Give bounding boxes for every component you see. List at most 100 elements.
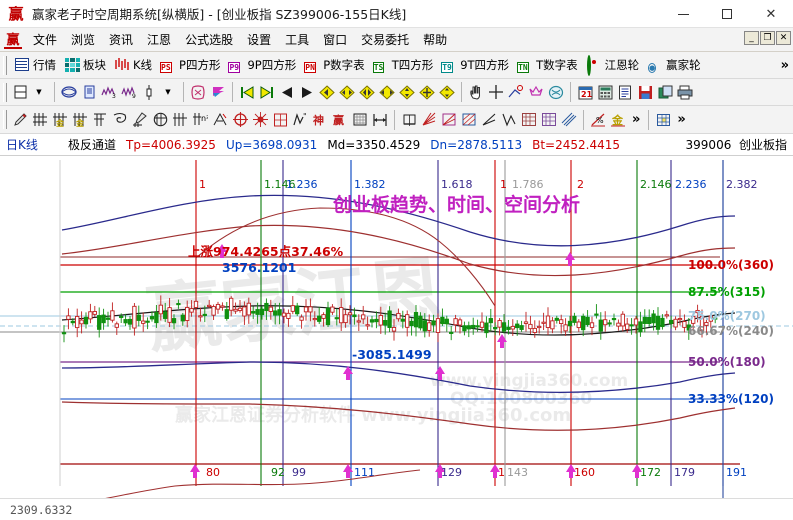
hand-icon[interactable] — [466, 81, 486, 103]
ratio-label: 2 — [577, 178, 584, 191]
next-page-icon[interactable] — [297, 81, 317, 103]
crosshair-icon[interactable] — [486, 81, 506, 103]
measure-icon[interactable] — [370, 109, 390, 131]
menu-item-trade[interactable]: 交易委托 — [361, 33, 410, 47]
menu-item-gann[interactable]: 江恩 — [147, 33, 172, 47]
spiral-icon[interactable] — [110, 109, 130, 131]
percent-icon[interactable]: % — [588, 109, 608, 131]
starburst-icon[interactable] — [250, 109, 270, 131]
mdi-minimize-icon[interactable]: _ — [744, 31, 759, 45]
resize-icon[interactable] — [437, 81, 457, 103]
chart-canvas[interactable]: 赢家江恩 赢家江恩证券分析软件 www.yingjia360.com www.y… — [0, 156, 793, 520]
zoom-horizontal-icon[interactable] — [337, 81, 357, 103]
calendar-day-icon[interactable] — [10, 81, 30, 103]
parallel-icon[interactable] — [559, 109, 579, 131]
brain-icon[interactable] — [546, 81, 566, 103]
save-icon[interactable] — [635, 81, 655, 103]
toolbar-button-9p-square[interactable]: P9 9P四方形 — [224, 54, 300, 76]
shen-icon[interactable]: 神 — [310, 109, 330, 131]
menu-item-tools[interactable]: 工具 — [285, 33, 310, 47]
toolbar-button-gann-wheel[interactable]: 江恩轮 — [582, 54, 644, 76]
gann-fan-icon[interactable] — [30, 109, 50, 131]
zoom-left-icon[interactable] — [317, 81, 337, 103]
menu-item-file[interactable]: 文件 — [33, 33, 58, 47]
chart-network-icon[interactable] — [59, 81, 79, 103]
toolbar-button-p-numbers[interactable]: PN P数字表 — [300, 54, 368, 76]
box-single-icon[interactable] — [399, 109, 419, 131]
candle-single-icon[interactable] — [139, 81, 159, 103]
toolbar-button-winner-wheel[interactable]: ● 赢家轮 — [643, 54, 705, 76]
zigzag-icon[interactable] — [499, 109, 519, 131]
clipboard-icon[interactable] — [79, 81, 99, 103]
speed-fan-icon[interactable] — [439, 109, 459, 131]
calendar-21-icon[interactable]: 21 — [575, 81, 595, 103]
prev-page-icon[interactable] — [277, 81, 297, 103]
toolbar-button-kline[interactable]: K线 — [110, 54, 156, 76]
menu-item-window[interactable]: 窗口 — [323, 33, 348, 47]
grid-hash-icon[interactable] — [170, 109, 190, 131]
pen-grid-icon[interactable] — [130, 109, 150, 131]
toolbar-grip[interactable] — [3, 110, 7, 129]
menu-item-settings[interactable]: 设置 — [247, 33, 272, 47]
angle-line-icon[interactable] — [479, 109, 499, 131]
move-icon[interactable] — [417, 81, 437, 103]
mdi-restore-icon[interactable]: ❐ — [760, 31, 775, 45]
box-grid-icon[interactable] — [270, 109, 290, 131]
pen-red-icon[interactable] — [10, 109, 30, 131]
menu-item-help[interactable]: 帮助 — [423, 33, 448, 47]
ying-icon[interactable]: 赢 — [330, 109, 350, 131]
diamond-v-icon[interactable] — [397, 81, 417, 103]
print-icon[interactable] — [675, 81, 695, 103]
toolbar-button-t-square[interactable]: TS T四方形 — [369, 54, 438, 76]
gold-icon[interactable]: 金 — [608, 109, 628, 131]
menu-item-formula[interactable]: 公式选股 — [185, 33, 234, 47]
table-yellow-icon[interactable] — [653, 109, 673, 131]
dropdown-caret-icon[interactable]: ▼ — [36, 88, 42, 96]
notes-icon[interactable] — [615, 81, 635, 103]
toolbar-grip[interactable] — [3, 55, 7, 75]
circle-grid-icon[interactable] — [150, 109, 170, 131]
grid-f-icon[interactable] — [90, 109, 110, 131]
fan-lines-icon[interactable] — [419, 109, 439, 131]
expand-h-icon[interactable] — [357, 81, 377, 103]
toolbar-button-sectors[interactable]: 板块 — [60, 54, 110, 76]
formula-icon[interactable] — [188, 81, 208, 103]
grid-purple-icon[interactable] — [539, 109, 559, 131]
angle-a-icon[interactable] — [210, 109, 230, 131]
gold-grid1-icon[interactable]: 金 — [50, 109, 70, 131]
toolbar-overflow-button[interactable]: » — [780, 57, 789, 73]
dropdown-caret-icon[interactable]: ▼ — [165, 88, 171, 96]
calculator-icon[interactable] — [595, 81, 615, 103]
toolbar-button-9t-square[interactable]: T9 9T四方形 — [437, 54, 513, 76]
flag-icon[interactable] — [208, 81, 228, 103]
n2-icon[interactable]: n² — [190, 109, 210, 131]
menu-item-news[interactable]: 资讯 — [109, 33, 134, 47]
mdi-close-icon[interactable]: ✕ — [776, 31, 791, 45]
drawing-toolbar-overflow-button-2[interactable]: » — [677, 112, 686, 127]
toolbar-button-p-square[interactable]: PS P四方形 — [156, 54, 224, 76]
last-page-icon[interactable] — [257, 81, 277, 103]
minimize-icon[interactable] — [661, 0, 705, 28]
copy-icon[interactable] — [655, 81, 675, 103]
toolbar-button-t-numbers[interactable]: TN T数字表 — [513, 54, 582, 76]
target-circle-icon[interactable] — [230, 109, 250, 131]
first-page-icon[interactable] — [237, 81, 257, 103]
draw-tool-icon[interactable] — [506, 81, 526, 103]
close-icon[interactable]: ✕ — [765, 6, 777, 21]
ma3-icon[interactable]: 3 — [99, 81, 119, 103]
menu-item-browse[interactable]: 浏览 — [71, 33, 96, 47]
square-grid-icon[interactable] — [459, 109, 479, 131]
crown-icon[interactable] — [526, 81, 546, 103]
chart-svg[interactable]: 赢家江恩 赢家江恩证券分析软件 www.yingjia360.com www.y… — [0, 156, 793, 520]
ma9-icon[interactable]: 9 — [119, 81, 139, 103]
drawing-toolbar-overflow-button[interactable]: » — [632, 112, 641, 127]
toolbar-grip[interactable] — [3, 82, 7, 102]
toolbar-button-quotes[interactable]: 行情 — [10, 54, 60, 76]
shrink-h-icon[interactable] — [377, 81, 397, 103]
ladder-icon[interactable] — [350, 109, 370, 131]
gold-grid2-icon[interactable]: 金 — [70, 109, 90, 131]
svg-text:%: % — [596, 116, 604, 125]
grid-red-icon[interactable] — [519, 109, 539, 131]
wave-quote-icon[interactable]: " — [290, 109, 310, 131]
maximize-icon[interactable] — [705, 0, 749, 28]
